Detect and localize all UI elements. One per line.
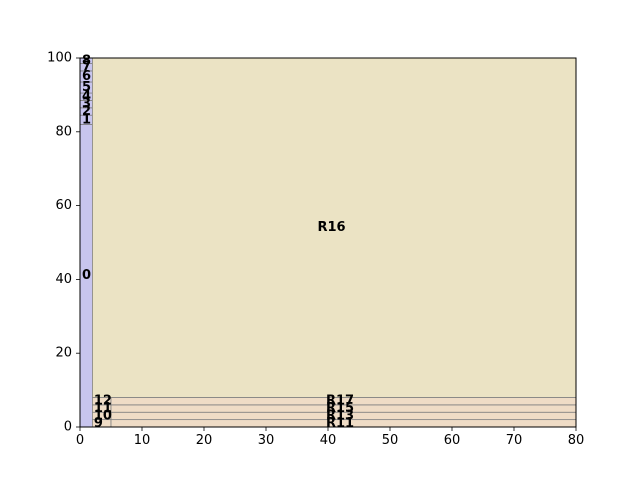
x-axis-ticks: 0 10 20 30 40 50 60 70 80 bbox=[76, 427, 584, 448]
region-label-9: 9 bbox=[94, 416, 103, 431]
x-tick-label: 40 bbox=[320, 433, 337, 448]
x-tick-label: 10 bbox=[134, 433, 151, 448]
region-label-3: 3 bbox=[82, 97, 91, 112]
region-R16 bbox=[92, 57, 577, 398]
y-tick-label: 80 bbox=[55, 124, 72, 139]
region-label-4: 4 bbox=[82, 89, 91, 104]
y-tick-label: 60 bbox=[55, 198, 72, 213]
region-label-R17: R17 bbox=[326, 394, 354, 409]
x-tick-label: 60 bbox=[444, 433, 461, 448]
region-label-5: 5 bbox=[82, 80, 91, 95]
region-label-12: 12 bbox=[94, 394, 112, 409]
regions-layer bbox=[79, 57, 577, 428]
y-tick-label: 40 bbox=[55, 272, 72, 287]
x-tick-label: 0 bbox=[76, 433, 84, 448]
region-label-R16: R16 bbox=[317, 220, 345, 235]
region-label-1: 1 bbox=[82, 112, 91, 127]
y-tick-label: 0 bbox=[64, 420, 72, 435]
y-tick-label: 20 bbox=[55, 346, 72, 361]
x-tick-label: 50 bbox=[382, 433, 399, 448]
y-tick-label: 100 bbox=[47, 51, 72, 66]
region-label-11: 11 bbox=[94, 401, 112, 416]
region-label-7: 7 bbox=[82, 60, 91, 75]
x-tick-label: 30 bbox=[258, 433, 275, 448]
region-label-10: 10 bbox=[94, 408, 112, 423]
x-tick-label: 20 bbox=[196, 433, 213, 448]
region-label-8: 8 bbox=[82, 53, 91, 68]
y-axis-ticks: 0 20 40 60 80 100 bbox=[47, 51, 80, 435]
region-label-0: 0 bbox=[82, 268, 91, 283]
region-label-R15: R15 bbox=[326, 401, 354, 416]
x-tick-label: 70 bbox=[506, 433, 523, 448]
region-label-6: 6 bbox=[82, 69, 91, 84]
x-tick-label: 80 bbox=[568, 433, 585, 448]
region-label-R13: R13 bbox=[326, 408, 354, 423]
region-label-2: 2 bbox=[82, 104, 91, 119]
